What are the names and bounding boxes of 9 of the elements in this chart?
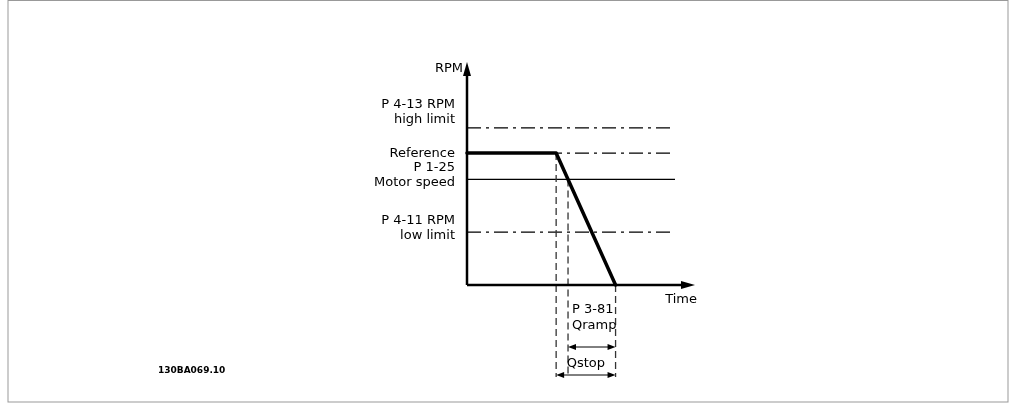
text: 130BA069.10: [158, 365, 226, 375]
ref-line-label: P 4-11 RPM low limit: [381, 212, 455, 243]
ref-line-label: Reference: [389, 145, 455, 161]
ref-line-label: P 4-13 RPM high limit: [381, 95, 455, 126]
text: Qstop: [566, 355, 606, 370]
ref-line-label: P 1-25 Motor speed: [374, 159, 455, 190]
text: RPM: [434, 60, 463, 75]
text: P 3-81 Qramp: [572, 301, 617, 332]
x-axis-title: Time: [664, 291, 697, 306]
